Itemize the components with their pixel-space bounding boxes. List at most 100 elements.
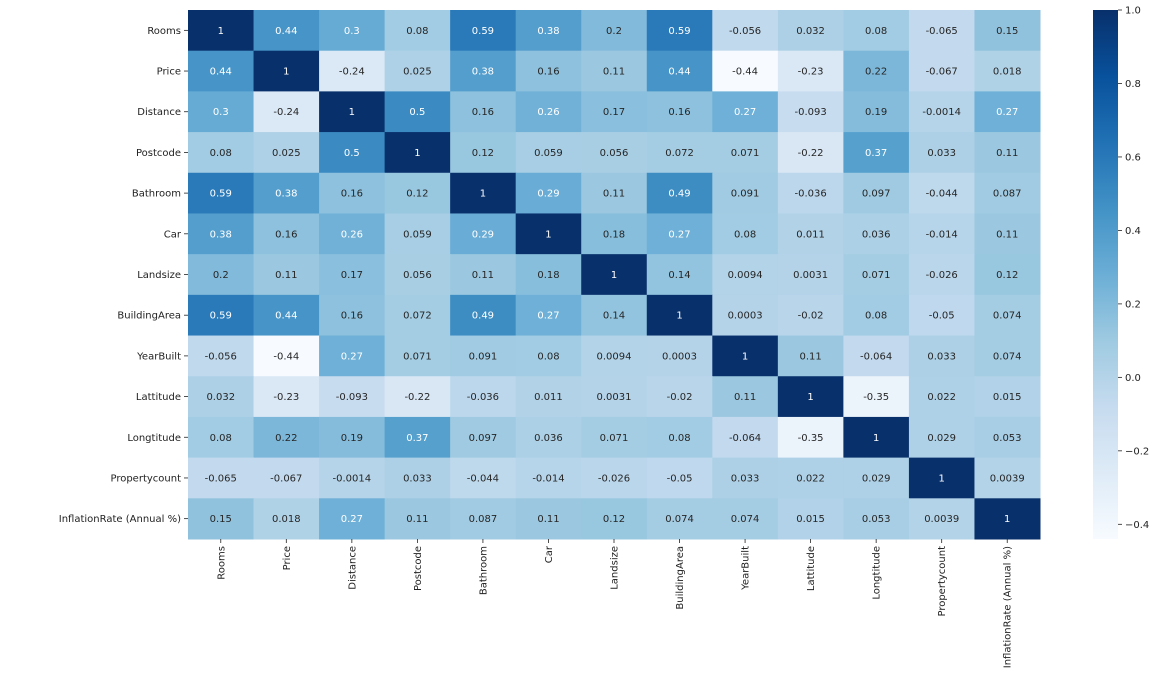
cell-value-label: 0.033 [927, 148, 956, 159]
heatmap-cell [450, 50, 517, 92]
heatmap-cell [253, 132, 320, 174]
cell-value-label: 0.12 [472, 148, 494, 159]
cell-value-label: -0.05 [929, 311, 955, 322]
cell-value-label: -0.44 [273, 351, 299, 362]
cell-value-label: -0.24 [339, 67, 365, 78]
heatmap-cell [253, 254, 320, 296]
colorbar-tick-label: 1.0 [1125, 6, 1141, 17]
cell-value-label: 0.59 [668, 26, 690, 37]
heatmap-cell [843, 254, 910, 296]
cell-value-label: 0.11 [537, 514, 559, 525]
cell-value-label: 0.27 [537, 311, 559, 322]
heatmap-cell [974, 254, 1041, 296]
heatmap-cell [908, 416, 975, 459]
cell-value-label: 0.16 [668, 107, 690, 118]
heatmap-cell [319, 172, 386, 214]
x-tick-label: Longtitude [872, 546, 883, 600]
heatmap-cell [777, 10, 844, 52]
cell-value-label: 0.44 [668, 67, 690, 78]
cell-value-label: 0.08 [210, 148, 232, 159]
x-tick-label: Propertycount [937, 546, 948, 617]
cell-value-label: 0.3 [213, 107, 229, 118]
heatmap-cell [319, 254, 386, 296]
heatmap-cell [515, 10, 582, 52]
cell-value-label: 0.16 [275, 229, 297, 240]
heatmap-cell [843, 294, 910, 337]
heatmap-cell [777, 91, 844, 133]
heatmap-cell [319, 10, 386, 52]
cell-value-label: 0.08 [537, 351, 559, 362]
cell-value-label: 0.08 [734, 229, 756, 240]
colorbar-tick-label: 0.4 [1125, 226, 1141, 237]
heatmap-cell [450, 172, 517, 214]
colorbar-tick-label: 0.6 [1125, 152, 1141, 163]
cell-value-label: 0.11 [603, 67, 625, 78]
heatmap-cell [843, 91, 910, 133]
heatmap-cell [515, 294, 582, 337]
heatmap-cell [843, 416, 910, 459]
cell-value-label: -0.036 [794, 189, 826, 200]
heatmap-cell [450, 457, 517, 499]
heatmap-cell [581, 376, 648, 418]
cell-value-label: -0.02 [798, 311, 824, 322]
cell-value-label: 0.056 [600, 148, 629, 159]
x-tick-label: InflationRate (Annual %) [1003, 546, 1014, 668]
cell-value-label: 0.22 [865, 67, 887, 78]
heatmap-cell [253, 172, 320, 214]
cell-value-label: 0.26 [341, 229, 363, 240]
heatmap-cell [974, 416, 1041, 459]
heatmap-cell [515, 457, 582, 499]
cell-value-label: 0.12 [603, 514, 625, 525]
cell-value-label: 0.18 [537, 270, 559, 281]
heatmap-cell [450, 294, 517, 337]
heatmap-cell [188, 498, 255, 540]
cell-value-label: 0.08 [210, 433, 232, 444]
heatmap-cell [188, 376, 255, 418]
heatmap-cell [384, 10, 451, 52]
cell-value-label: -0.24 [273, 107, 299, 118]
heatmap-cell [384, 254, 451, 296]
heatmap-cell [843, 10, 910, 52]
cell-value-label: 0.18 [603, 229, 625, 240]
cell-value-label: 0.029 [927, 433, 956, 444]
heatmap-cell [515, 132, 582, 174]
cell-value-label: 0.44 [210, 67, 232, 78]
cell-value-label: 0.59 [210, 189, 232, 200]
heatmap-cell [581, 416, 648, 459]
heatmap-cell [319, 416, 386, 459]
heatmap-cell [253, 498, 320, 540]
heatmap-cell [646, 10, 713, 52]
cell-value-label: 1 [349, 107, 355, 118]
heatmap-cell [843, 498, 910, 540]
cell-value-label: -0.0014 [922, 107, 961, 118]
heatmap-cell [843, 172, 910, 214]
heatmap-cell [712, 254, 779, 296]
heatmap-cell [188, 91, 255, 133]
heatmap-cell [974, 294, 1041, 337]
heatmap-cell [253, 294, 320, 337]
cell-value-label: 0.072 [403, 311, 432, 322]
cell-value-label: 0.27 [734, 107, 756, 118]
heatmap-cell [253, 335, 320, 377]
heatmap-cell [646, 254, 713, 296]
cell-value-label: 0.49 [472, 311, 494, 322]
cell-value-label: 1 [807, 392, 813, 403]
cell-value-label: 0.0094 [728, 270, 763, 281]
heatmap-cell [908, 376, 975, 418]
cell-value-label: 0.19 [341, 433, 363, 444]
heatmap-cell [450, 254, 517, 296]
cell-value-label: 0.16 [472, 107, 494, 118]
cell-value-label: 0.38 [275, 189, 297, 200]
heatmap-cell [581, 91, 648, 133]
heatmap-cell [712, 335, 779, 377]
heatmap-cell [777, 50, 844, 92]
cell-value-label: -0.02 [667, 392, 693, 403]
heatmap-cell [974, 498, 1041, 540]
cell-value-label: 1 [480, 189, 486, 200]
heatmap-cell [777, 335, 844, 377]
y-tick-label: Price [157, 67, 181, 78]
heatmap-cell [777, 132, 844, 174]
heatmap-cell [188, 213, 255, 255]
heatmap-cell [319, 213, 386, 255]
